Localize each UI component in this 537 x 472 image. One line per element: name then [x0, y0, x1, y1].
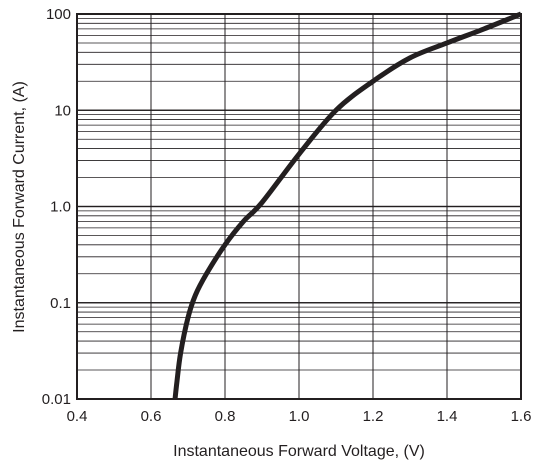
y-tick-label: 1.0: [50, 199, 71, 216]
grid: [77, 14, 521, 399]
curve-layer: [172, 11, 522, 400]
x-tick-label: 0.8: [215, 408, 236, 425]
y-tick-label: 0.01: [42, 391, 71, 408]
x-axis-title: Instantaneous Forward Voltage, (V): [173, 443, 425, 460]
y-tick-label: 100: [46, 6, 71, 23]
y-tick-label: 10: [54, 102, 71, 119]
x-tick-label: 0.6: [141, 408, 162, 425]
x-tick-label: 1.6: [511, 408, 532, 425]
x-tick-label: 1.4: [437, 408, 458, 425]
x-tick-label: 1.0: [289, 408, 310, 425]
x-tick-label: 1.2: [363, 408, 384, 425]
y-tick-label: 0.1: [50, 295, 71, 312]
y-tick-labels: 0.01 0.1 1.0 10 100: [42, 6, 71, 408]
x-tick-labels: 0.4 0.6 0.8 1.0 1.2 1.4 1.6: [67, 408, 532, 425]
plot-frame: [76, 13, 522, 400]
x-tick-label: 0.4: [67, 408, 88, 425]
y-axis-title: Instantaneous Forward Current, (A): [11, 81, 28, 333]
forward-current-curve: [172, 11, 522, 400]
